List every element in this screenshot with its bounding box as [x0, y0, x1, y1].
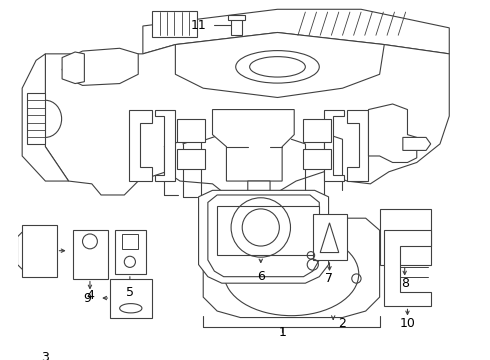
- Polygon shape: [129, 109, 152, 181]
- Polygon shape: [155, 109, 175, 181]
- Polygon shape: [203, 218, 380, 318]
- Text: 1: 1: [278, 326, 286, 339]
- Text: 5: 5: [126, 286, 134, 299]
- Polygon shape: [320, 223, 339, 253]
- Text: 3: 3: [42, 351, 49, 360]
- Bar: [303, 149, 331, 169]
- Polygon shape: [62, 48, 138, 85]
- Bar: [122, 234, 138, 249]
- Text: 4: 4: [86, 289, 94, 302]
- Polygon shape: [27, 93, 46, 144]
- Polygon shape: [22, 225, 56, 277]
- Bar: [177, 149, 205, 169]
- Text: 8: 8: [401, 277, 409, 290]
- Bar: [231, 15, 242, 35]
- Polygon shape: [73, 230, 108, 279]
- Bar: [303, 119, 331, 142]
- Polygon shape: [46, 32, 449, 200]
- Polygon shape: [347, 109, 368, 181]
- Polygon shape: [143, 9, 449, 54]
- Text: 10: 10: [399, 316, 416, 330]
- Text: 7: 7: [325, 272, 334, 285]
- Polygon shape: [313, 213, 347, 260]
- Bar: [387, 251, 422, 260]
- Bar: [228, 15, 245, 21]
- Polygon shape: [403, 138, 431, 150]
- Polygon shape: [368, 104, 417, 162]
- Polygon shape: [198, 190, 329, 283]
- Polygon shape: [248, 181, 270, 202]
- Text: 6: 6: [257, 270, 265, 283]
- Polygon shape: [380, 209, 431, 265]
- Bar: [152, 11, 196, 37]
- Polygon shape: [384, 230, 431, 306]
- Text: 9: 9: [83, 292, 91, 305]
- Text: 2: 2: [339, 316, 346, 330]
- Polygon shape: [208, 195, 319, 277]
- Bar: [177, 119, 205, 142]
- Text: 11: 11: [191, 19, 206, 32]
- Polygon shape: [217, 206, 319, 255]
- Polygon shape: [213, 109, 294, 181]
- Polygon shape: [110, 279, 152, 318]
- Polygon shape: [62, 52, 84, 84]
- Polygon shape: [324, 109, 344, 181]
- Polygon shape: [22, 54, 69, 181]
- Polygon shape: [115, 230, 146, 274]
